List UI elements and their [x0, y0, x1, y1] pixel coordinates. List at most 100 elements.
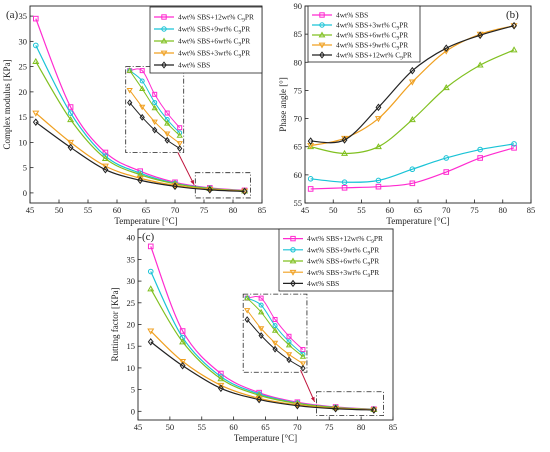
inset-data-point	[139, 68, 145, 74]
data-point	[147, 338, 154, 346]
x-tick-label: 80	[229, 205, 238, 215]
panel-b: 45 50 55 60 65 70 75 80 85 55 60 65 70 75 80 85 90 Temper…	[278, 1, 535, 226]
y-tick-label: 55	[294, 198, 303, 208]
legend-label: 4wt% SBS	[307, 279, 339, 288]
zoom-region-box	[316, 391, 384, 417]
x-tick-label: 45	[301, 205, 310, 215]
series-4	[307, 21, 517, 145]
data-point	[307, 137, 314, 145]
legend-item-2: 4wt% SBS+6wt% C9PR	[154, 37, 250, 48]
inset-data-point	[164, 131, 171, 138]
data-point	[67, 110, 74, 116]
legend-item-3: 4wt% SBS+9wt% C9PR	[312, 41, 408, 52]
legend-item-4: 4wt% SBS	[154, 61, 210, 70]
x-tick-label: 60	[113, 205, 122, 215]
x-tick-label: 60	[229, 422, 238, 432]
series-line	[35, 121, 245, 192]
y-tick-label: 15	[127, 341, 136, 351]
data-point	[408, 79, 416, 86]
inset-data-point	[258, 295, 264, 301]
legend-label: 4wt% SBS+9wt% C9PR	[307, 245, 379, 256]
inset-data-point	[152, 91, 158, 97]
legend-label: 4wt% SBS	[178, 61, 210, 70]
legend-marker	[161, 61, 167, 69]
data-point	[341, 136, 348, 144]
legend-marker	[289, 257, 297, 264]
inset-series-line	[247, 296, 304, 350]
zoom-arrowhead	[190, 179, 195, 185]
y-tick-label: 15	[19, 112, 28, 122]
data-point	[443, 155, 450, 161]
x-tick-label: 75	[325, 422, 334, 432]
legend-item-3: 4wt% SBS+3wt% C9PR	[154, 49, 250, 60]
inset-series-line	[246, 297, 304, 355]
data-point	[375, 183, 382, 190]
data-point	[375, 103, 382, 112]
legend-marker	[290, 279, 296, 288]
legend-marker	[319, 22, 325, 28]
data-point	[206, 186, 213, 194]
legend-marker	[161, 14, 167, 20]
inset-data-point	[258, 302, 264, 308]
y-tick-label: 65	[294, 142, 303, 152]
panel-label: (a)	[6, 9, 19, 21]
data-point	[241, 187, 248, 196]
data-point	[67, 143, 74, 152]
data-point	[477, 155, 483, 161]
data-point	[179, 358, 187, 366]
inset-series-line	[129, 89, 181, 144]
legend-box	[149, 6, 263, 74]
data-point	[32, 57, 40, 65]
inset-series-line	[129, 70, 181, 136]
data-point	[256, 395, 263, 404]
legend-label: 4wt% SBS+6wt% C9PR	[336, 31, 408, 42]
inset-data-point	[258, 332, 264, 339]
inset-series-line	[129, 70, 181, 134]
inset-data-point	[139, 113, 145, 121]
data-point	[101, 163, 109, 170]
y-axis-label: Phase angle [°]	[278, 77, 288, 132]
x-tick-label: 45	[134, 422, 143, 432]
y-tick-label: 0	[131, 406, 135, 416]
inset-data-point	[257, 326, 265, 332]
y-tick-label: 20	[127, 320, 136, 330]
x-tick-label: 75	[200, 205, 209, 215]
inset-data-point	[244, 316, 250, 324]
y-tick-label: 60	[294, 170, 303, 180]
series-line	[310, 147, 515, 190]
x-tick-label: 45	[26, 205, 35, 215]
data-point	[137, 176, 144, 185]
panel-label: (b)	[506, 9, 519, 21]
x-axis-label: Temperature [°C]	[386, 216, 449, 226]
x-tick-label: 55	[84, 205, 93, 215]
legend-marker	[161, 26, 167, 32]
series-line	[150, 271, 374, 410]
legend-item-3: 4wt% SBS+3wt% C9PR	[283, 268, 379, 279]
inset-series-line	[129, 102, 180, 149]
series-line	[35, 61, 245, 192]
data-point	[332, 404, 339, 413]
data-point	[409, 166, 416, 173]
legend-item-2: 4wt% SBS+6wt% C9PR	[283, 257, 379, 268]
data-point	[511, 141, 517, 147]
y-tick-label: 30	[127, 276, 136, 286]
legend-label: 4wt% SBS+9wt% C9PR	[336, 41, 408, 52]
inset-data-point	[285, 341, 293, 348]
data-point	[102, 149, 109, 156]
legend-marker	[319, 51, 325, 59]
legend-item-4: 4wt% SBS	[283, 279, 339, 288]
series-line	[150, 288, 374, 411]
x-tick-label: 70	[171, 205, 180, 215]
legend-marker	[318, 42, 326, 49]
series-0	[307, 145, 517, 192]
legend-label: 4wt% SBS+6wt% C9PR	[307, 257, 379, 268]
data-point	[101, 154, 109, 162]
series-1	[307, 141, 517, 185]
data-point	[477, 146, 483, 153]
x-tick-label: 85	[389, 422, 398, 432]
data-point	[67, 139, 75, 147]
legend-label: 4wt% SBS+3wt% C9PR	[307, 268, 379, 279]
